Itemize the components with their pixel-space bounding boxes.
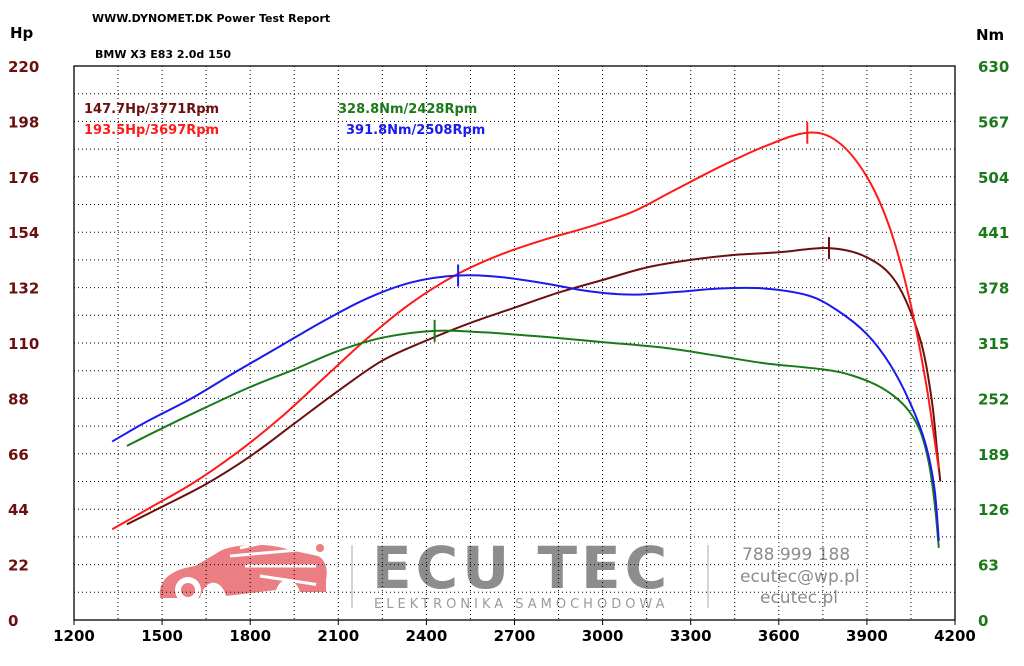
y-right-tick-label: 567	[978, 113, 1009, 131]
y-left-tick-label: 132	[8, 280, 39, 298]
contact-email: ecutec@wp.pl	[740, 567, 860, 587]
y-right-tick-label: 189	[978, 446, 1009, 464]
y-left-tick-label: 176	[8, 169, 39, 187]
x-tick-label: 2100	[317, 627, 359, 645]
plot-frame	[73, 65, 956, 621]
x-tick-label: 2400	[406, 627, 448, 645]
x-tick-label: 4200	[934, 627, 976, 645]
y-left-tick-label: 44	[8, 501, 29, 519]
left-axis-unit: Hp	[10, 24, 34, 42]
x-tick-label: 3600	[758, 627, 800, 645]
report-title: WWW.DYNOMET.DK Power Test Report	[92, 12, 330, 25]
annotations: 147.7Hp/3771Rpm 193.5Hp/3697Rpm 328.8Nm/24…	[84, 102, 485, 138]
series-line-torque-before	[126, 329, 940, 548]
peak-label-torque-after: 391.8Nm/2508Rpm	[346, 123, 485, 138]
series-line-power-before	[126, 246, 942, 526]
x-tick-label: 3000	[582, 627, 624, 645]
logo-tagline: ELEKTRONIKA SAMOCHODOWA	[374, 597, 668, 612]
y-left-tick-label: 88	[8, 390, 29, 408]
y-right-tick-label: 315	[978, 335, 1009, 353]
series-line-torque-after	[111, 274, 940, 541]
y-left-tick-label: 66	[8, 446, 29, 464]
y-right-tick-label: 378	[978, 280, 1009, 298]
peak-label-power-after: 193.5Hp/3697Rpm	[84, 123, 219, 138]
y-right-tick-label: 504	[978, 169, 1009, 187]
y-left-tick-label: 0	[8, 612, 18, 630]
y-right-tick-label: 630	[978, 58, 1009, 76]
y-right-tick-label: 252	[978, 390, 1009, 408]
series-lines	[111, 121, 942, 548]
ecutec-logo: ECU TEC ELEKTRONIKA SAMOCHODOWA 788 999 …	[159, 528, 860, 612]
logo-brand: ECU TEC	[372, 534, 671, 602]
x-tick-label: 3900	[846, 627, 888, 645]
x-tick-label: 1800	[229, 627, 271, 645]
y-right-tick-label: 126	[978, 501, 1009, 519]
y-left-tick-label: 154	[8, 224, 39, 242]
y-right-tick-label: 0	[978, 612, 988, 630]
peak-label-power-before: 147.7Hp/3771Rpm	[84, 102, 219, 117]
series-line-power-after	[111, 131, 940, 531]
contact-phone: 788 999 188	[742, 545, 850, 565]
vehicle-name: BMW X3 E83 2.0d 150	[95, 48, 231, 61]
x-tick-label: 2700	[494, 627, 536, 645]
y-left-tick-label: 198	[8, 113, 39, 131]
y-right-tick-label: 63	[978, 557, 999, 575]
y-left-tick-label: 22	[8, 557, 29, 575]
x-tick-label: 3300	[670, 627, 712, 645]
y-right-tick-label: 441	[978, 224, 1009, 242]
y-left-tick-label: 220	[8, 58, 39, 76]
x-tick-label: 1500	[141, 627, 183, 645]
contact-website: ecutec.pl	[760, 588, 838, 608]
car-circuit-icon	[159, 528, 327, 603]
x-tick-label: 1200	[53, 627, 95, 645]
axes: 1200 1500 1800 2100 2400 2700 3000 3300 3600 3900…	[8, 58, 1009, 645]
peak-label-torque-before: 328.8Nm/2428Rpm	[338, 102, 477, 117]
grid	[73, 65, 956, 621]
y-left-tick-label: 110	[8, 335, 39, 353]
right-axis-unit: Nm	[976, 26, 1004, 44]
